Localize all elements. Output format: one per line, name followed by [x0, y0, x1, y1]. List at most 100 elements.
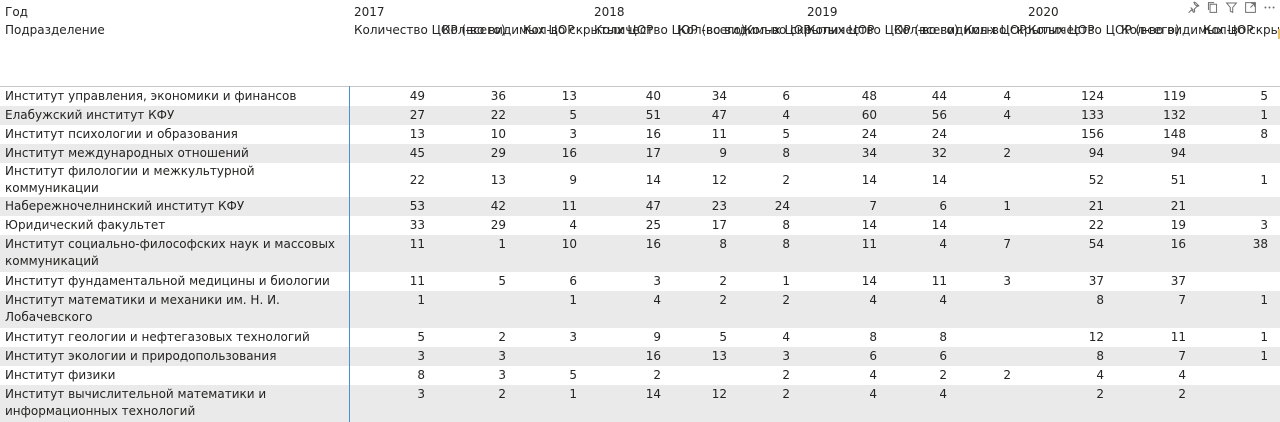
value-cell[interactable]: 1	[739, 272, 802, 291]
value-cell[interactable]: 132	[1116, 106, 1198, 125]
measure-header-hidden[interactable]: Кол-во скрытых ЦОР	[1198, 19, 1280, 87]
value-cell[interactable]: 12	[673, 163, 739, 197]
value-cell[interactable]: 47	[589, 197, 673, 216]
value-cell[interactable]: 6	[889, 347, 959, 366]
value-cell[interactable]: 8	[673, 235, 739, 272]
value-cell[interactable]: 156	[1023, 125, 1116, 144]
measure-header-total[interactable]: Количество ЦОР (всего)	[802, 19, 889, 87]
more-options-icon[interactable]	[1263, 1, 1276, 14]
value-cell[interactable]: 27	[349, 106, 437, 125]
value-cell[interactable]: 13	[673, 347, 739, 366]
value-cell[interactable]: 3	[349, 347, 437, 366]
table-row[interactable]: Институт вычислительной математики и инф…	[0, 385, 1280, 422]
value-cell[interactable]: 3	[437, 347, 518, 366]
value-cell[interactable]: 1	[518, 385, 589, 422]
measure-header-visible[interactable]: Кол-во видимых ЦОР	[437, 19, 518, 87]
value-cell[interactable]	[1198, 272, 1280, 291]
value-cell[interactable]	[673, 366, 739, 385]
value-cell[interactable]: 2	[959, 366, 1023, 385]
value-cell[interactable]: 5	[437, 272, 518, 291]
value-cell[interactable]	[959, 163, 1023, 197]
value-cell[interactable]: 6	[889, 197, 959, 216]
value-cell[interactable]: 44	[889, 87, 959, 107]
row-header-department[interactable]: Институт психологии и образования	[0, 125, 349, 144]
value-cell[interactable]	[959, 328, 1023, 347]
value-cell[interactable]: 1	[518, 291, 589, 328]
copy-visual-icon[interactable]	[1206, 1, 1219, 14]
value-cell[interactable]: 3	[1198, 216, 1280, 235]
value-cell[interactable]: 3	[437, 366, 518, 385]
row-header-department[interactable]: Институт управления, экономики и финансо…	[0, 87, 349, 107]
row-header-department[interactable]: Набережночелнинский институт КФУ	[0, 197, 349, 216]
value-cell[interactable]: 5	[349, 328, 437, 347]
value-cell[interactable]: 4	[739, 328, 802, 347]
value-cell[interactable]: 22	[1023, 216, 1116, 235]
value-cell[interactable]: 29	[437, 144, 518, 163]
filter-icon[interactable]	[1225, 1, 1238, 14]
value-cell[interactable]	[1198, 197, 1280, 216]
value-cell[interactable]	[1198, 366, 1280, 385]
value-cell[interactable]: 2	[673, 291, 739, 328]
value-cell[interactable]: 11	[1116, 328, 1198, 347]
value-cell[interactable]	[959, 385, 1023, 422]
value-cell[interactable]: 6	[518, 272, 589, 291]
value-cell[interactable]: 21	[1023, 197, 1116, 216]
value-cell[interactable]: 14	[589, 385, 673, 422]
value-cell[interactable]: 8	[1023, 291, 1116, 328]
year-header-2019[interactable]: 2019	[802, 0, 1023, 19]
value-cell[interactable]: 16	[589, 125, 673, 144]
value-cell[interactable]: 1	[959, 197, 1023, 216]
value-cell[interactable]: 56	[889, 106, 959, 125]
value-cell[interactable]: 38	[1198, 235, 1280, 272]
value-cell[interactable]: 1	[1198, 163, 1280, 197]
value-cell[interactable]: 2	[589, 366, 673, 385]
row-header-department[interactable]: Юридический факультет	[0, 216, 349, 235]
value-cell[interactable]: 5	[518, 366, 589, 385]
year-header-2017[interactable]: 2017	[349, 0, 589, 19]
value-cell[interactable]: 3	[589, 272, 673, 291]
row-header-department[interactable]: Институт международных отношений	[0, 144, 349, 163]
value-cell[interactable]: 16	[518, 144, 589, 163]
value-cell[interactable]: 124	[1023, 87, 1116, 107]
table-row[interactable]: Институт управления, экономики и финансо…	[0, 87, 1280, 107]
row-header-department[interactable]: Елабужский институт КФУ	[0, 106, 349, 125]
value-cell[interactable]	[959, 125, 1023, 144]
year-header-2018[interactable]: 2018	[589, 0, 802, 19]
value-cell[interactable]: 14	[802, 272, 889, 291]
value-cell[interactable]: 4	[802, 385, 889, 422]
value-cell[interactable]: 7	[1116, 291, 1198, 328]
table-row[interactable]: Институт математики и механики им. Н. И.…	[0, 291, 1280, 328]
value-cell[interactable]: 4	[518, 216, 589, 235]
value-cell[interactable]: 14	[889, 163, 959, 197]
value-cell[interactable]: 17	[673, 216, 739, 235]
value-cell[interactable]: 49	[349, 87, 437, 107]
value-cell[interactable]: 2	[739, 291, 802, 328]
value-cell[interactable]: 16	[589, 347, 673, 366]
value-cell[interactable]: 16	[589, 235, 673, 272]
value-cell[interactable]: 11	[518, 197, 589, 216]
pin-icon[interactable]	[1187, 1, 1200, 14]
value-cell[interactable]: 2	[739, 385, 802, 422]
value-cell[interactable]: 51	[1116, 163, 1198, 197]
value-cell[interactable]: 4	[1023, 366, 1116, 385]
value-cell[interactable]: 34	[802, 144, 889, 163]
value-cell[interactable]: 42	[437, 197, 518, 216]
value-cell[interactable]: 6	[739, 87, 802, 107]
row-header-department[interactable]: Институт геологии и нефтегазовых техноло…	[0, 328, 349, 347]
value-cell[interactable]: 21	[1116, 197, 1198, 216]
value-cell[interactable]: 2	[959, 144, 1023, 163]
value-cell[interactable]: 4	[889, 291, 959, 328]
value-cell[interactable]: 2	[739, 366, 802, 385]
value-cell[interactable]: 24	[889, 125, 959, 144]
value-cell[interactable]: 52	[1023, 163, 1116, 197]
value-cell[interactable]: 94	[1116, 144, 1198, 163]
value-cell[interactable]	[959, 291, 1023, 328]
value-cell[interactable]: 4	[739, 106, 802, 125]
value-cell[interactable]: 7	[802, 197, 889, 216]
value-cell[interactable]: 4	[889, 385, 959, 422]
value-cell[interactable]: 3	[518, 328, 589, 347]
value-cell[interactable]: 3	[349, 385, 437, 422]
table-row[interactable]: Институт фундаментальной медицины и биол…	[0, 272, 1280, 291]
value-cell[interactable]	[959, 216, 1023, 235]
